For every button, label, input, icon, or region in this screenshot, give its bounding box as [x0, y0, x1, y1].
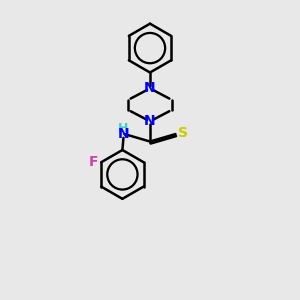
Text: H: H [118, 122, 129, 135]
Text: F: F [88, 155, 98, 169]
Text: N: N [144, 81, 156, 95]
Text: S: S [178, 126, 188, 140]
Text: N: N [144, 114, 156, 128]
Text: N: N [118, 127, 129, 141]
